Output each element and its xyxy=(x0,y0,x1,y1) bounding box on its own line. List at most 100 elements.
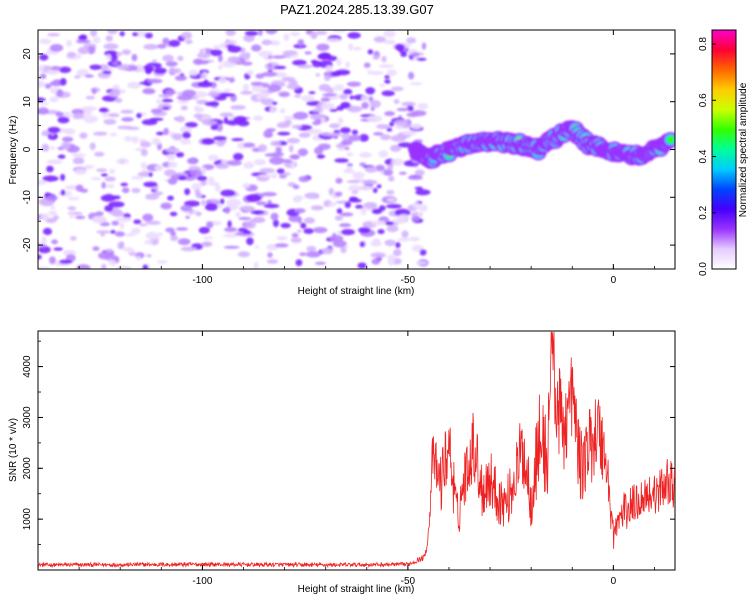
noise-cell xyxy=(116,64,130,70)
noise-cell xyxy=(167,195,174,201)
noise-cell xyxy=(163,127,169,136)
noise-cell xyxy=(340,212,354,217)
noise-cell xyxy=(261,98,275,106)
noise-cell xyxy=(77,46,90,55)
snr-y-ticks: 1000 2000 3000 4000 xyxy=(22,340,675,545)
x-tick-label: 0 xyxy=(611,275,617,286)
noise-cell xyxy=(53,215,60,220)
noise-cell xyxy=(294,208,306,214)
noise-cell xyxy=(213,44,221,50)
noise-cell xyxy=(218,76,227,84)
noise-cell xyxy=(204,101,220,107)
noise-cell xyxy=(383,39,396,45)
noise-cell xyxy=(357,262,367,269)
noise-cell xyxy=(418,204,428,212)
noise-cell xyxy=(372,187,378,193)
noise-cell xyxy=(388,175,395,182)
noise-cell xyxy=(334,158,349,163)
noise-cell xyxy=(92,131,108,136)
noise-cell xyxy=(98,64,109,71)
noise-cell xyxy=(294,195,304,201)
noise-cell xyxy=(116,158,129,165)
noise-cell xyxy=(100,173,108,177)
noise-cell xyxy=(332,232,337,238)
noise-cell xyxy=(123,247,134,252)
noise-cell xyxy=(215,163,229,169)
noise-cell xyxy=(246,69,254,76)
noise-cell xyxy=(76,264,91,269)
noise-cell xyxy=(263,55,269,61)
noise-cell xyxy=(290,237,302,244)
noise-cell xyxy=(321,247,334,255)
noise-cell xyxy=(336,230,342,236)
noise-cell xyxy=(325,65,333,72)
noise-cell xyxy=(91,177,102,181)
noise-cell xyxy=(81,106,97,112)
noise-cell xyxy=(58,259,73,264)
noise-cell xyxy=(270,40,280,46)
spectrogram-x-axis-label: Height of straight line (km) xyxy=(298,286,415,297)
noise-cell xyxy=(223,233,239,238)
noise-cell xyxy=(158,94,173,98)
noise-cell xyxy=(218,54,223,63)
noise-cell xyxy=(45,195,58,201)
noise-cell xyxy=(180,105,188,111)
noise-cell xyxy=(348,185,363,192)
noise-cell xyxy=(305,251,321,258)
noise-cell xyxy=(119,222,125,230)
noise-cell xyxy=(87,46,96,55)
noise-cell xyxy=(41,143,50,152)
noise-cell xyxy=(198,226,210,234)
noise-cell xyxy=(340,127,351,134)
noise-cell xyxy=(40,213,49,221)
noise-cell xyxy=(223,88,232,92)
noise-cell xyxy=(235,211,241,218)
noise-cell xyxy=(322,93,337,97)
noise-cell xyxy=(380,134,391,141)
noise-cell xyxy=(101,263,107,269)
noise-cell xyxy=(261,71,278,77)
colorbar-label: Normalized spectral amplitude xyxy=(738,82,749,217)
noise-cell xyxy=(92,246,100,252)
noise-cell xyxy=(166,153,176,161)
noise-cell xyxy=(189,157,198,164)
noise-cell xyxy=(411,110,427,117)
noise-cell xyxy=(307,128,322,135)
noise-cell xyxy=(182,131,191,139)
noise-cell xyxy=(156,99,162,104)
noise-cell xyxy=(106,184,115,189)
noise-cell xyxy=(84,74,94,78)
noise-cell xyxy=(378,64,394,68)
noise-cell xyxy=(359,152,372,158)
noise-cell xyxy=(94,151,105,157)
y-tick-label: 0 xyxy=(22,146,33,152)
noise-cell xyxy=(95,211,104,217)
noise-cell xyxy=(157,43,167,49)
noise-cell xyxy=(201,241,213,247)
noise-cell xyxy=(258,174,275,178)
snr-panel: -100 -50 0 1000 2000 3000 4000 Height of stra… xyxy=(8,330,676,595)
noise-cell xyxy=(227,220,232,228)
noise-cell xyxy=(298,132,311,138)
noise-cell xyxy=(244,30,259,36)
noise-cell xyxy=(368,96,374,102)
noise-cell xyxy=(415,260,428,266)
noise-cell xyxy=(162,37,170,45)
noise-cell xyxy=(119,31,125,37)
noise-cell xyxy=(281,159,293,163)
noise-cell xyxy=(208,154,219,161)
noise-cell xyxy=(317,53,331,60)
noise-cell xyxy=(270,140,282,147)
noise-cell xyxy=(117,241,125,250)
noise-cell xyxy=(360,208,367,216)
noise-cell xyxy=(381,90,395,97)
noise-cell xyxy=(390,144,402,152)
noise-cell xyxy=(38,246,51,254)
noise-cell xyxy=(346,180,361,184)
noise-cell xyxy=(170,230,176,237)
noise-cell xyxy=(105,35,114,42)
signal-cell xyxy=(666,135,675,144)
spectrogram-x-ticks: -100 -50 0 xyxy=(37,30,655,286)
noise-cell xyxy=(104,248,114,253)
noise-cell xyxy=(144,240,154,245)
